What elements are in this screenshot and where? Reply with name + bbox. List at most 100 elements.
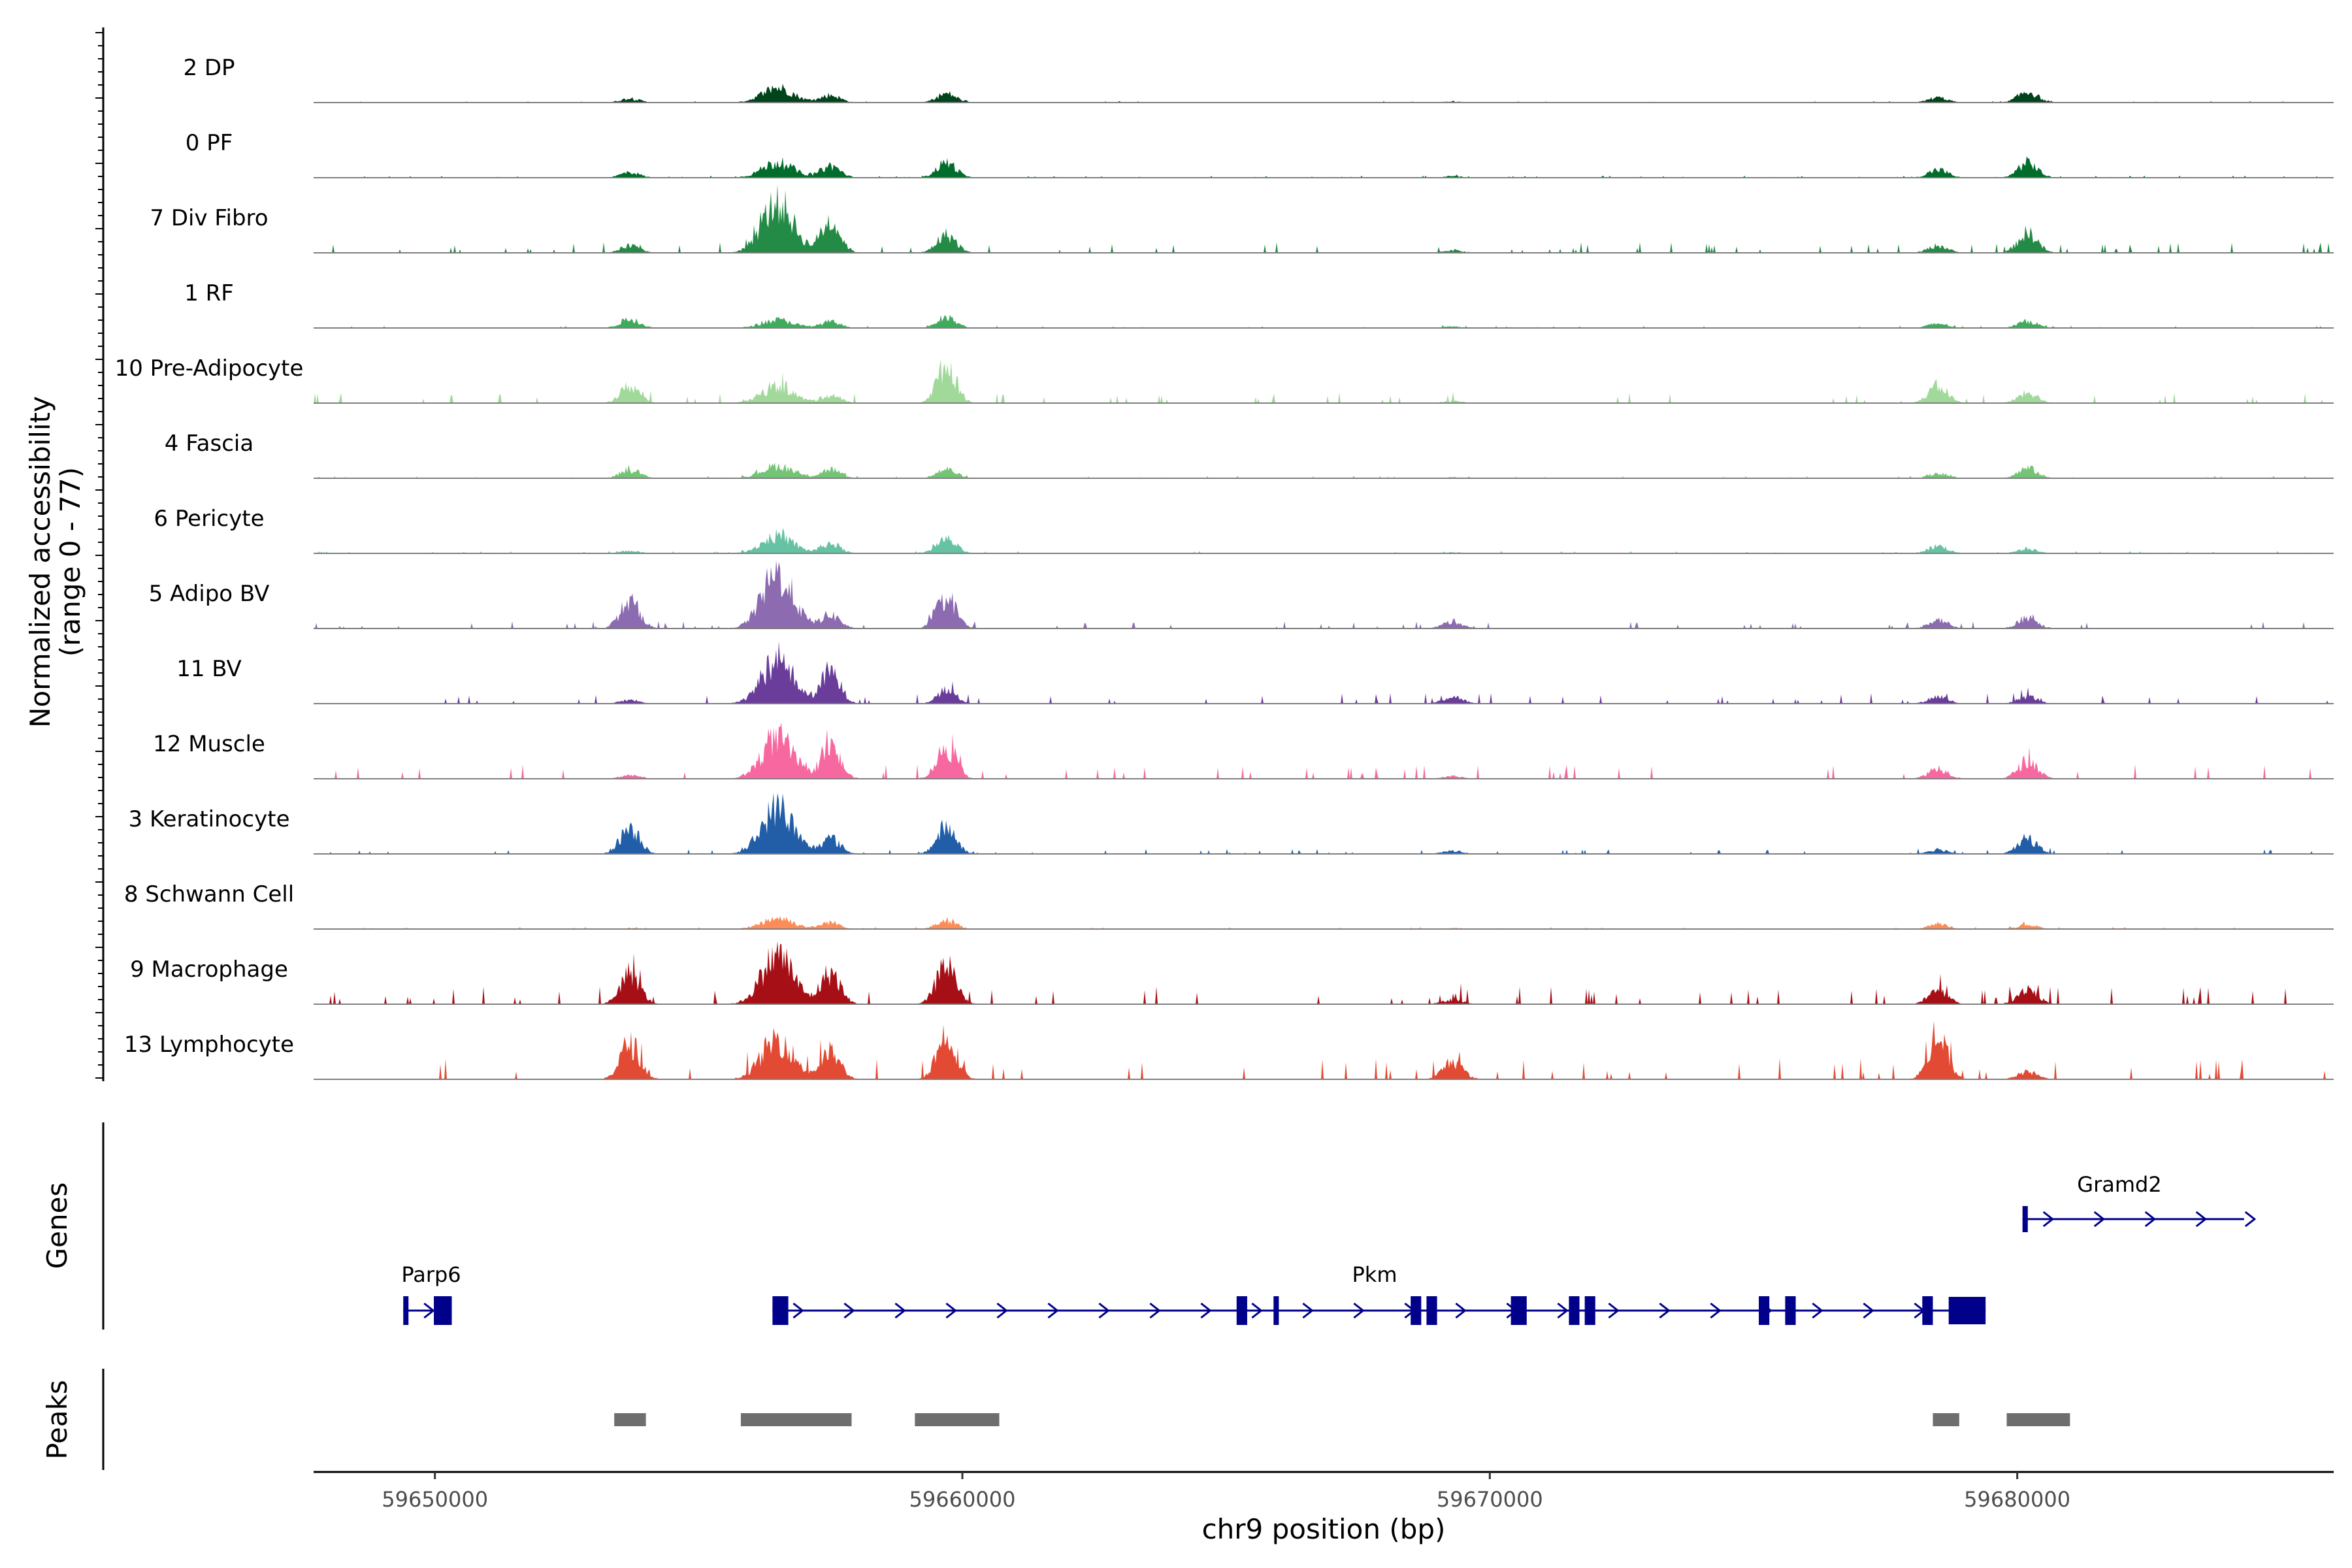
strand-arrow <box>1608 1302 1620 1319</box>
strand-arrow <box>1200 1302 1212 1319</box>
strand-arrow <box>2144 1211 2157 1228</box>
x-tick-label: 59670000 <box>1437 1487 1543 1512</box>
exon <box>1511 1296 1527 1325</box>
coverage-area <box>314 314 2334 328</box>
track-label: 13 Lymphocyte <box>124 1032 294 1058</box>
track-4-fascia: 4 Fascia <box>165 431 2334 479</box>
track-label: 3 Keratinocyte <box>129 806 290 832</box>
gene-gramd2: Gramd2 <box>2022 1172 2257 1232</box>
strand-arrow <box>894 1302 906 1319</box>
strand-arrow <box>1557 1302 1569 1319</box>
track-label: 5 Adipo BV <box>149 581 270 607</box>
exon <box>1426 1296 1437 1325</box>
strand-arrow <box>1251 1302 1263 1319</box>
peak-region <box>614 1413 646 1426</box>
track-12-muscle: 12 Muscle <box>153 723 2334 779</box>
peaks-panel-label: Peaks <box>41 1380 73 1460</box>
peak-region <box>2006 1413 2070 1426</box>
strand-arrow <box>1863 1302 1874 1319</box>
strand-arrow <box>2244 1211 2257 1228</box>
peak-region <box>1933 1413 1959 1426</box>
gene-label: Gramd2 <box>2077 1172 2161 1197</box>
strand-arrow <box>1455 1302 1467 1319</box>
x-tick-label: 59660000 <box>909 1487 1016 1512</box>
track-label: 12 Muscle <box>153 731 265 757</box>
x-axis-ticks: 59650000 59660000 59670000 59680000 <box>382 1472 2070 1512</box>
exon <box>1759 1296 1770 1325</box>
track-label: 6 Pericyte <box>154 506 264 532</box>
strand-arrow <box>1302 1302 1314 1319</box>
strand-arrow <box>1710 1302 1722 1319</box>
exon <box>403 1296 409 1325</box>
exon <box>1785 1296 1796 1325</box>
exon <box>2022 1206 2028 1232</box>
track-label: 4 Fascia <box>165 431 253 457</box>
exon <box>1922 1296 1933 1325</box>
exon <box>1411 1296 1422 1325</box>
track-label: 0 PF <box>186 130 233 156</box>
coverage-area <box>314 941 2334 1004</box>
y-axis-title-line1: Normalized accessibility <box>24 396 56 728</box>
exon <box>434 1296 452 1325</box>
strand-arrow <box>996 1302 1008 1319</box>
y-axis-title-line2: (range 0 - 77) <box>54 467 86 657</box>
coverage-area <box>314 916 2334 929</box>
genes-panel-label: Genes <box>41 1183 73 1269</box>
strand-arrow <box>792 1302 804 1319</box>
coverage-area <box>314 156 2334 178</box>
track-label: 10 Pre-Adipocyte <box>115 355 304 382</box>
track-label: 2 DP <box>183 55 235 81</box>
track-11-bv: 11 BV <box>176 641 2334 704</box>
gene-pkm: Pkm <box>772 1262 1986 1325</box>
strand-arrow <box>2195 1211 2208 1228</box>
track-8-schwann-cell: 8 Schwann Cell <box>124 881 2334 930</box>
track-9-macrophage: 9 Macrophage <box>130 941 2334 1005</box>
gene-label: Parp6 <box>401 1262 461 1287</box>
strand-arrow <box>423 1302 435 1319</box>
x-tick-label: 59650000 <box>382 1487 488 1512</box>
track-1-rf: 1 RF <box>184 280 2334 329</box>
strand-arrow <box>1149 1302 1161 1319</box>
strand-arrow <box>1812 1302 1823 1319</box>
track-2-dp: 2 DP <box>183 55 2334 103</box>
track-label: 11 BV <box>176 656 242 682</box>
peak-region <box>915 1413 1000 1426</box>
peak-regions <box>614 1413 2070 1426</box>
coverage-area <box>314 1021 2334 1079</box>
x-axis-title: chr9 position (bp) <box>1202 1513 1446 1545</box>
track-13-lymphocyte: 13 Lymphocyte <box>124 1021 2334 1080</box>
gene-annotations: Parp6 Pkm Gramd2 <box>401 1172 2257 1325</box>
track-3-keratinocyte: 3 Keratinocyte <box>129 792 2334 855</box>
strand-arrow <box>1098 1302 1110 1319</box>
track-7-div-fibro: 7 Div Fibro <box>150 184 2334 253</box>
exon <box>1569 1296 1580 1325</box>
exon <box>1236 1296 1247 1325</box>
track-label: 7 Div Fibro <box>150 205 268 231</box>
x-tick-label: 59680000 <box>1964 1487 2070 1512</box>
gene-label: Pkm <box>1352 1262 1397 1287</box>
strand-arrow <box>1659 1302 1671 1319</box>
strand-arrow <box>1047 1302 1059 1319</box>
track-label: 8 Schwann Cell <box>124 881 294 907</box>
strand-arrow <box>2042 1211 2055 1228</box>
track-10-pre-adipocyte: 10 Pre-Adipocyte <box>115 355 2334 404</box>
peak-region <box>740 1413 852 1426</box>
track-5-adipo-bv: 5 Adipo BV <box>149 560 2334 629</box>
exon <box>772 1296 789 1325</box>
strand-arrow <box>1353 1302 1365 1319</box>
track-label: 1 RF <box>184 280 234 306</box>
strand-arrow <box>945 1302 957 1319</box>
coverage-y-ticks <box>95 32 103 1079</box>
gene-parp6: Parp6 <box>401 1262 461 1325</box>
exon <box>1948 1297 1986 1324</box>
strand-arrow <box>843 1302 855 1319</box>
track-6-pericyte: 6 Pericyte <box>154 506 2334 554</box>
exon <box>1273 1296 1279 1325</box>
exon <box>1584 1296 1595 1325</box>
coverage-area <box>314 641 2334 704</box>
track-0-pf: 0 PF <box>186 130 2334 178</box>
coverage-tracks: 2 DP 0 PF 7 Div Fibro 1 RF 10 Pre-Adipocyte 4… <box>115 55 2334 1080</box>
track-label: 9 Macrophage <box>130 956 288 983</box>
strand-arrow <box>2093 1211 2106 1228</box>
